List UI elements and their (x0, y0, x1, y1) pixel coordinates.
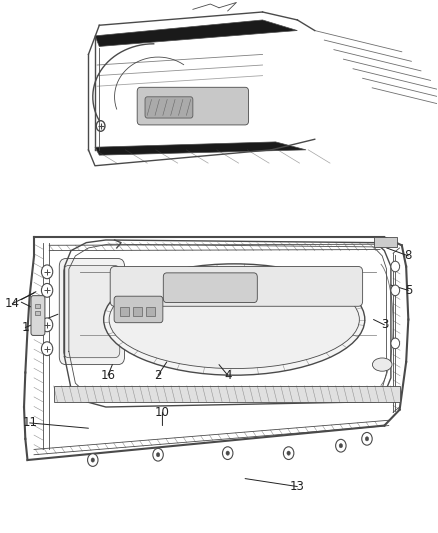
Text: 2: 2 (154, 369, 162, 382)
Text: 13: 13 (290, 480, 305, 493)
Text: 14: 14 (5, 297, 20, 310)
Text: 11: 11 (22, 416, 37, 430)
Polygon shape (95, 20, 297, 46)
Text: 1: 1 (21, 321, 29, 334)
Bar (35, 311, 40, 316)
FancyBboxPatch shape (114, 296, 163, 322)
Circle shape (42, 318, 53, 332)
Ellipse shape (109, 270, 359, 368)
Bar (133, 307, 142, 317)
Bar (53, 386, 399, 402)
Circle shape (153, 448, 163, 461)
Circle shape (42, 342, 53, 356)
Text: 16: 16 (100, 369, 116, 382)
Circle shape (391, 338, 399, 349)
Circle shape (42, 265, 53, 279)
FancyBboxPatch shape (59, 259, 124, 365)
Circle shape (362, 432, 372, 445)
FancyBboxPatch shape (64, 265, 120, 358)
Bar (35, 304, 40, 308)
Bar (120, 307, 129, 317)
Circle shape (223, 447, 233, 459)
Text: 8: 8 (405, 249, 412, 262)
Circle shape (91, 458, 95, 462)
Circle shape (283, 447, 294, 459)
Text: 10: 10 (155, 406, 170, 419)
FancyBboxPatch shape (31, 296, 45, 335)
Circle shape (226, 451, 230, 455)
Circle shape (88, 454, 98, 466)
Circle shape (391, 261, 399, 272)
Circle shape (391, 285, 399, 296)
Circle shape (336, 439, 346, 452)
Circle shape (287, 451, 290, 455)
Ellipse shape (372, 358, 392, 371)
Text: 5: 5 (405, 284, 412, 297)
Circle shape (96, 120, 105, 131)
Bar (374, 237, 397, 247)
Circle shape (365, 437, 369, 441)
Circle shape (156, 453, 160, 457)
FancyBboxPatch shape (163, 273, 257, 303)
FancyBboxPatch shape (137, 87, 249, 125)
Circle shape (339, 443, 343, 448)
Circle shape (42, 284, 53, 297)
FancyBboxPatch shape (145, 97, 193, 118)
FancyBboxPatch shape (110, 266, 363, 306)
Text: 3: 3 (381, 318, 388, 332)
Text: 4: 4 (224, 369, 231, 382)
Bar (146, 307, 155, 317)
Polygon shape (95, 142, 306, 155)
Ellipse shape (104, 264, 365, 375)
